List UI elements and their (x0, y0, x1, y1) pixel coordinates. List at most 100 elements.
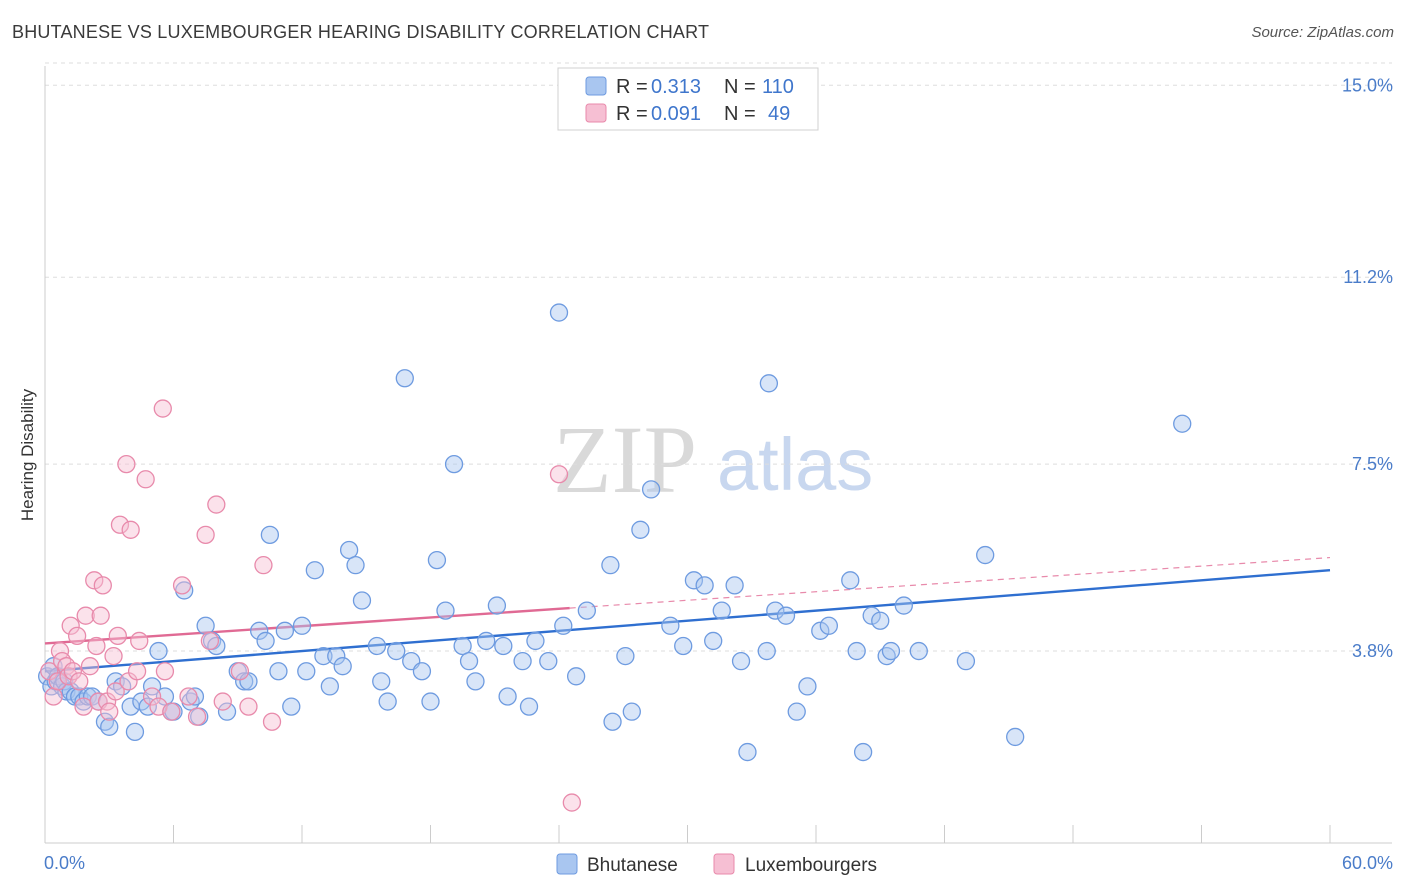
legend-swatch-bhutanese (585, 76, 607, 96)
point-bhutanese (766, 601, 785, 620)
point-luxembourgers (155, 662, 175, 681)
point-bhutanese (387, 641, 406, 661)
legend: R = 0.313 N = 110 R = 0.091 N = 49 (557, 67, 819, 131)
point-luxembourgers (117, 454, 136, 474)
point-bhutanese (622, 702, 641, 721)
point-bhutanese (260, 525, 280, 545)
point-bhutanese (811, 621, 830, 640)
point-bhutanese (674, 636, 693, 656)
point-bhutanese (142, 677, 162, 696)
point-luxembourgers (262, 712, 282, 731)
point-luxembourgers (104, 646, 123, 666)
point-bhutanese (725, 576, 744, 595)
point-bhutanese (513, 651, 532, 671)
point-bhutanese (125, 722, 145, 742)
legend-n-label: N = (724, 103, 756, 125)
point-bhutanese (250, 621, 269, 640)
legend-r-label: R = (616, 76, 648, 98)
point-bhutanese (757, 641, 776, 661)
point-luxembourgers (70, 672, 89, 691)
point-luxembourgers (254, 556, 273, 575)
point-bhutanese (378, 692, 397, 711)
axes (44, 66, 1392, 844)
point-bhutanese (661, 616, 680, 635)
point-bhutanese (894, 596, 913, 615)
point-luxembourgers (44, 687, 63, 706)
point-bhutanese (1006, 727, 1025, 747)
point-bhutanese (320, 677, 339, 696)
point-luxembourgers (127, 662, 147, 681)
point-bhutanese (297, 662, 316, 681)
point-luxembourgers (153, 399, 172, 418)
point-bhutanese (453, 636, 472, 656)
point-bhutanese (346, 556, 365, 575)
point-luxembourgers (87, 636, 106, 656)
legend-n-value: 110 (762, 76, 794, 98)
point-luxembourgers (108, 626, 127, 646)
point-bhutanese (314, 646, 333, 666)
point-bhutanese (853, 742, 873, 762)
point-bhutanese (577, 601, 596, 620)
point-bhutanese (327, 646, 346, 666)
point-bhutanese (235, 672, 254, 691)
point-bhutanese (155, 687, 175, 706)
point-bhutanese (275, 621, 295, 640)
bottom-legend-label-bhutanese: Bhutanese (587, 855, 678, 876)
point-luxembourgers (179, 687, 198, 706)
point-bhutanese (776, 606, 796, 625)
point-bhutanese (339, 540, 359, 560)
point-luxembourgers (230, 662, 250, 681)
chart-title: BHUTANESE VS LUXEMBOURGER HEARING DISABI… (12, 22, 710, 42)
trend-lines (44, 556, 1331, 673)
y-tick-label: 3.8% (1352, 641, 1393, 661)
point-bhutanese (477, 631, 496, 651)
point-bhutanese (185, 687, 205, 706)
point-luxembourgers (80, 657, 100, 676)
point-bhutanese (1173, 414, 1192, 433)
point-bhutanese (305, 561, 325, 580)
chart-source: Source: ZipAtlas.com (1251, 24, 1394, 41)
bottom-legend-swatch-bhutanese (556, 853, 578, 875)
point-luxembourgers (85, 571, 104, 590)
point-bhutanese (738, 742, 757, 762)
point-luxembourgers (76, 606, 95, 625)
point-bhutanese (352, 591, 372, 610)
point-bhutanese (841, 571, 860, 590)
point-bhutanese (631, 520, 650, 539)
point-bhutanese (956, 651, 976, 671)
point-bhutanese (100, 717, 119, 736)
bottom-legend-label-luxembourgers: Luxembourgers (745, 855, 877, 876)
legend-n-value: 49 (768, 103, 790, 125)
legend-r-value: 0.313 (651, 76, 701, 98)
point-bhutanese (494, 636, 513, 656)
point-bhutanese (566, 667, 586, 686)
point-bhutanese (526, 631, 545, 651)
point-luxembourgers (106, 682, 125, 701)
point-bhutanese (847, 641, 866, 661)
point-bhutanese (554, 616, 573, 635)
watermark-atlas: atlas (717, 423, 873, 506)
point-luxembourgers (67, 626, 87, 646)
point-bhutanese (871, 611, 890, 630)
point-bhutanese (412, 662, 432, 681)
point-bhutanese (819, 616, 838, 635)
point-luxembourgers (110, 515, 130, 534)
point-bhutanese (196, 616, 215, 635)
point-bhutanese (367, 636, 387, 656)
point-bhutanese (444, 454, 464, 474)
point-luxembourgers (61, 616, 80, 635)
y-tick-label: 11.2% (1343, 267, 1393, 287)
legend-swatch-luxembourgers (585, 103, 607, 123)
trend-line-luxembourgers (44, 606, 570, 645)
y-tick-label: 15.0% (1342, 75, 1393, 95)
point-bhutanese (704, 631, 723, 651)
point-bhutanese (881, 641, 901, 661)
point-bhutanese (498, 687, 517, 706)
point-bhutanese (603, 712, 622, 731)
point-bhutanese (466, 672, 485, 691)
point-bhutanese (519, 697, 539, 716)
point-luxembourgers (200, 631, 220, 651)
point-luxembourgers (207, 495, 226, 514)
point-luxembourgers (172, 576, 192, 595)
data-points (37, 303, 1192, 812)
